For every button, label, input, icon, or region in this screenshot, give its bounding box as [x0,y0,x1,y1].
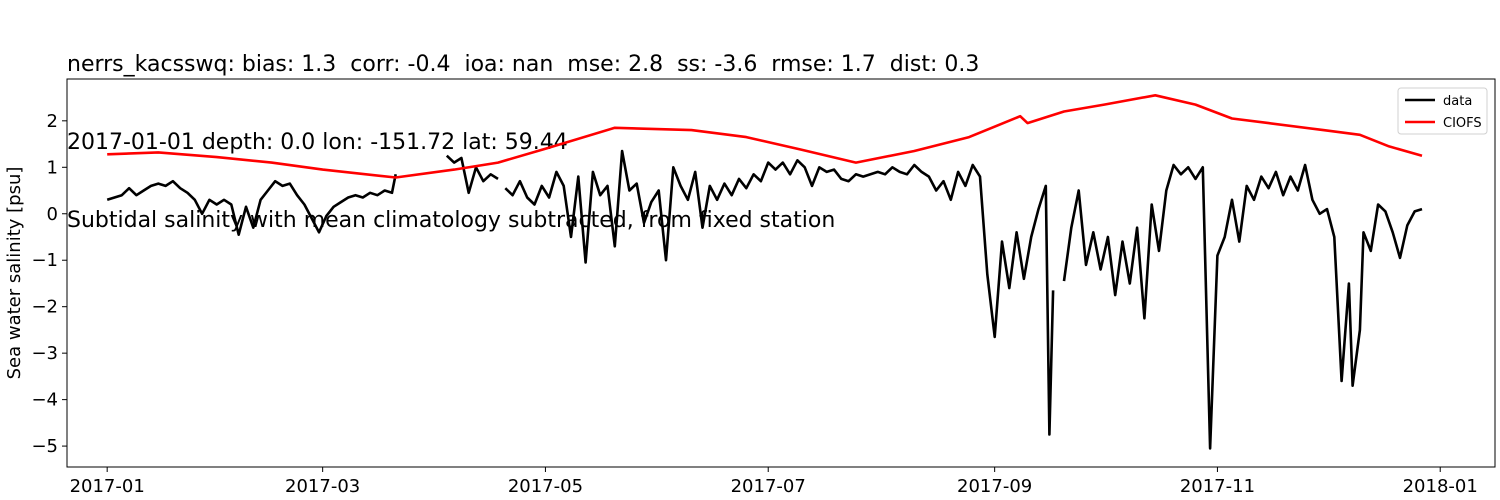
x-tick-label: 2017-03 [285,476,360,497]
plot-frame [66,78,1496,468]
y-tick-label: −1 [31,250,58,271]
series-line-data [445,154,499,195]
x-tick-label: 2017-07 [731,476,806,497]
x-tick-label: 2018-01 [1403,476,1478,497]
y-tick-label: 0 [47,204,58,225]
y-axis-label: Sea water salinity [psu] [4,167,25,380]
y-tick-label: −5 [31,436,58,457]
x-axis-ticks: 2017-01 2017-03 2017-05 2017-07 2017-09 2017-… [70,467,1478,497]
series-layer [106,94,1423,450]
y-axis-ticks: 2 1 0 −1 −2 −3 −4 −5 [31,111,67,457]
series-line-data [504,149,1055,436]
series-line-data [106,174,397,236]
legend: data CIOFS [1397,87,1488,135]
y-tick-label: −3 [31,343,58,364]
legend-label-ciofs: CIOFS [1443,116,1482,131]
y-tick-label: 1 [47,157,58,178]
chart-title-line-1: nerrs_kacsswq: bias: 1.3 corr: -0.4 ioa:… [67,52,980,77]
x-tick-label: 2017-05 [508,476,583,497]
x-tick-label: 2017-01 [70,476,145,497]
chart-title-line-2: 2017-01-01 depth: 0.0 lon: -151.72 lat: … [67,130,568,155]
series-line-data [1062,163,1423,450]
y-tick-label: −2 [31,297,58,318]
legend-label-data: data [1443,94,1472,109]
x-tick-label: 2017-09 [957,476,1032,497]
x-tick-label: 2017-11 [1180,476,1255,497]
series-line-ciofs [107,94,1423,179]
y-tick-label: −4 [31,390,58,411]
y-tick-label: 2 [47,111,58,132]
